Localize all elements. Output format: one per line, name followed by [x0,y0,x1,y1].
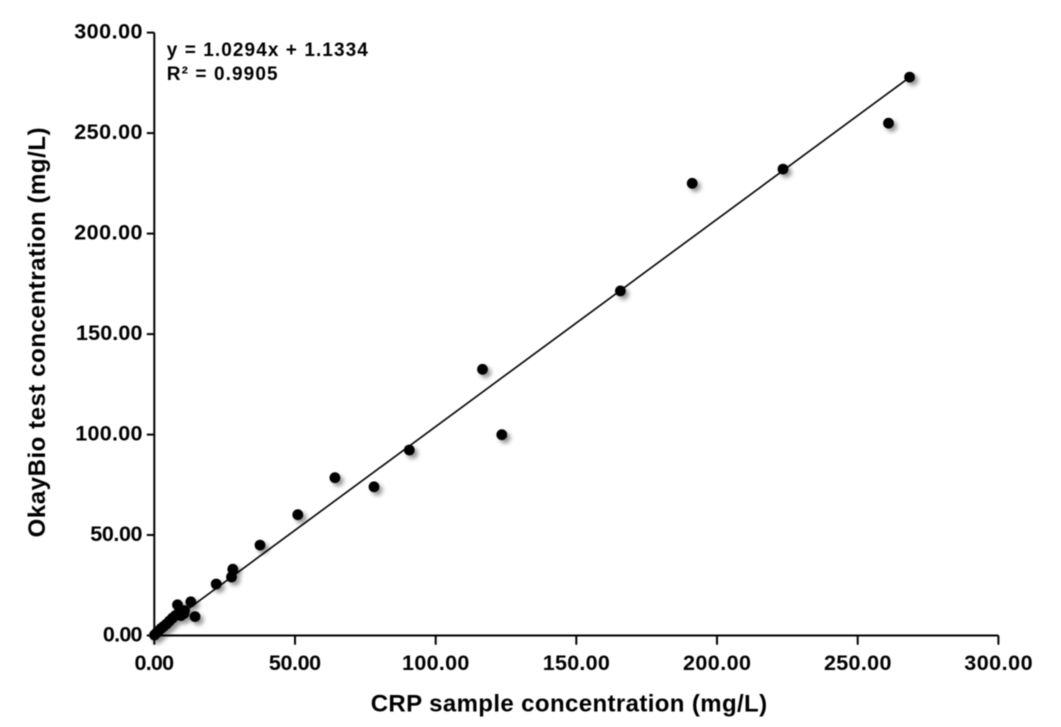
svg-text:150.00: 150.00 [76,321,143,345]
svg-text:150.00: 150.00 [543,651,610,675]
svg-text:300.00: 300.00 [74,20,142,44]
svg-text:R² = 0.9905: R² = 0.9905 [167,64,278,85]
svg-text:50.00: 50.00 [90,522,142,546]
svg-text:250.00: 250.00 [74,120,142,144]
svg-text:OkayBio test concentration (mg: OkayBio test concentration (mg/L) [24,127,51,537]
svg-text:0.00: 0.00 [103,623,143,647]
svg-text:0.00: 0.00 [135,651,175,675]
svg-text:100.00: 100.00 [75,422,142,446]
svg-text:250.00: 250.00 [824,651,892,675]
svg-text:CRP sample concentration (mg/L: CRP sample concentration (mg/L) [371,691,767,718]
svg-text:100.00: 100.00 [402,651,469,675]
svg-text:200.00: 200.00 [74,221,142,245]
svg-text:300.00: 300.00 [964,651,1032,675]
svg-text:200.00: 200.00 [683,651,751,675]
svg-text:50.00: 50.00 [269,651,321,675]
svg-text:y = 1.0294x + 1.1334: y = 1.0294x + 1.1334 [167,40,368,61]
